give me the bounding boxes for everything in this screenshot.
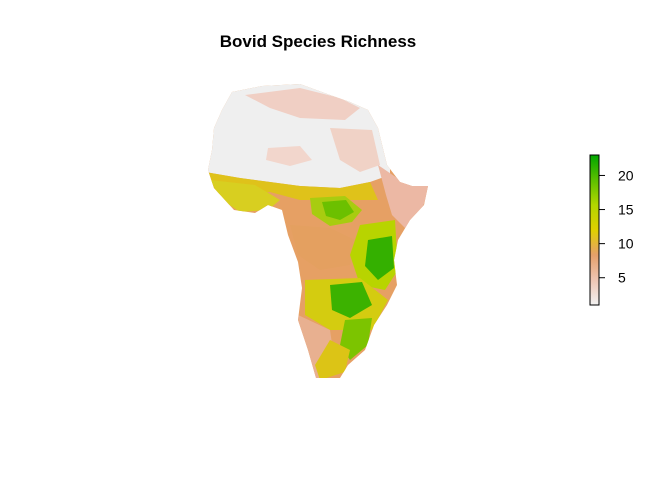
zone-east-africa-core	[365, 236, 394, 280]
africa-richness-map	[208, 84, 428, 378]
colorbar-legend: 5 10 15 20	[589, 154, 634, 306]
colorbar-tick-label: 10	[618, 236, 634, 252]
zone-sahara-patch-east	[330, 128, 380, 172]
zone-zambezi-core	[330, 282, 372, 318]
zone-sahara-patch-south	[266, 146, 312, 166]
colorbar-ticks: 5 10 15 20	[599, 167, 634, 286]
colorbar-tick-label: 5	[618, 270, 626, 286]
map-title: Bovid Species Richness	[220, 32, 417, 51]
colorbar-tick-label: 15	[618, 202, 634, 218]
zone-congo-basin	[290, 225, 355, 270]
zone-southern-savanna	[315, 340, 350, 378]
colorbar	[589, 154, 600, 306]
zone-central-savanna-core	[322, 200, 354, 220]
colorbar-tick-label: 20	[618, 167, 634, 183]
zone-horn-of-africa	[378, 165, 428, 228]
zone-north-africa-margin	[245, 88, 360, 120]
zone-west-africa	[210, 180, 280, 212]
